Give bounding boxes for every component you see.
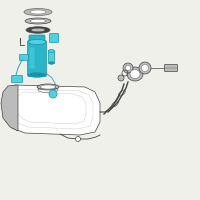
Ellipse shape [30, 10, 46, 14]
FancyBboxPatch shape [20, 54, 29, 60]
Circle shape [126, 66, 130, 71]
Circle shape [142, 64, 148, 72]
Ellipse shape [28, 40, 46, 45]
FancyBboxPatch shape [50, 33, 58, 43]
Ellipse shape [25, 18, 51, 24]
Ellipse shape [24, 8, 52, 16]
Ellipse shape [30, 19, 46, 23]
Ellipse shape [37, 84, 59, 90]
Circle shape [139, 62, 151, 74]
FancyBboxPatch shape [164, 64, 178, 72]
Ellipse shape [26, 27, 50, 33]
FancyBboxPatch shape [48, 50, 54, 64]
Ellipse shape [127, 67, 143, 81]
Circle shape [118, 75, 124, 81]
FancyBboxPatch shape [28, 40, 46, 76]
Ellipse shape [48, 49, 54, 52]
Ellipse shape [49, 62, 54, 64]
Circle shape [123, 63, 133, 73]
Polygon shape [3, 85, 100, 135]
Circle shape [49, 90, 57, 98]
Circle shape [76, 136, 80, 142]
Ellipse shape [31, 28, 45, 32]
Polygon shape [1, 85, 18, 131]
FancyBboxPatch shape [29, 35, 45, 43]
FancyBboxPatch shape [12, 75, 22, 82]
FancyBboxPatch shape [30, 47, 35, 68]
Ellipse shape [29, 73, 46, 77]
Ellipse shape [40, 85, 56, 89]
Ellipse shape [130, 70, 140, 78]
